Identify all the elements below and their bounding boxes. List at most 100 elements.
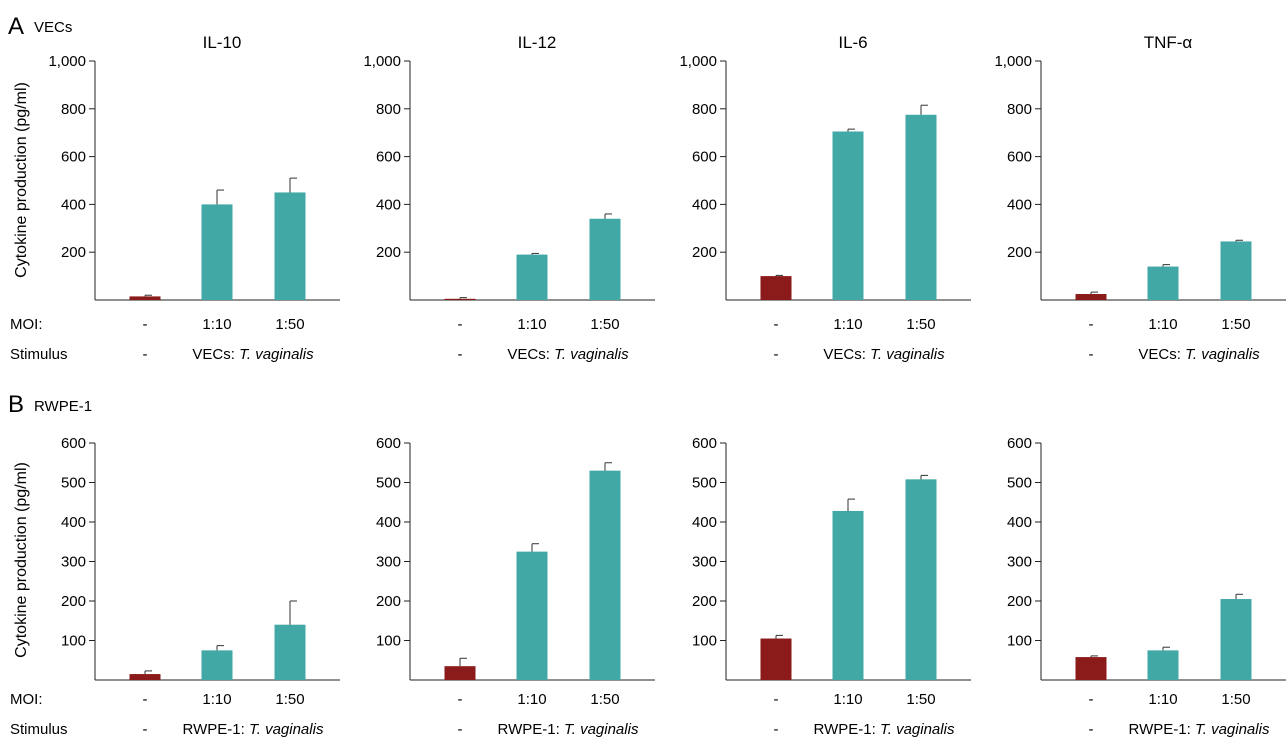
bar	[274, 192, 306, 300]
moi-label: 1:50	[1221, 316, 1250, 333]
chart-panel-7: 100 200 300 400 500 600 - 1:10 1:50 - RWPE-1: T. v…	[1007, 435, 1286, 738]
panel-letter-b: B	[8, 391, 24, 418]
y-tick-label: 400	[692, 196, 717, 213]
moi-label: 1:10	[1148, 316, 1177, 333]
bar	[905, 114, 937, 301]
stimulus-label-none: -	[143, 721, 148, 738]
stimulus-label: RWPE-1: T. vaginalis	[498, 721, 639, 738]
y-tick-label: 1,000	[994, 53, 1032, 70]
stimulus-cell-type: VECs:	[507, 346, 554, 363]
y-tick-label: 200	[692, 593, 717, 610]
y-axis-label-a: Cytokine production (pg/ml)	[13, 82, 30, 278]
y-tick-label: 1,000	[679, 53, 717, 70]
moi-label: 1:10	[202, 691, 231, 708]
y-tick-label: 300	[61, 554, 86, 571]
stimulus-organism: T. vaginalis	[1185, 346, 1260, 363]
stimulus-label: VECs: T. vaginalis	[192, 346, 314, 363]
y-tick-label: 600	[692, 149, 717, 166]
stimulus-cell-type: VECs:	[1138, 346, 1185, 363]
y-tick-label: 600	[61, 149, 86, 166]
y-tick-label: 400	[1007, 196, 1032, 213]
moi-label: 1:50	[275, 691, 304, 708]
stimulus-label-none: -	[1089, 721, 1094, 738]
y-tick-label: 100	[1007, 633, 1032, 650]
y-tick-label: 600	[376, 435, 401, 452]
bar	[905, 479, 937, 680]
stimulus-organism: T. vaginalis	[870, 346, 945, 363]
bar	[1147, 266, 1179, 300]
moi-row-label-b: MOI:	[10, 691, 43, 708]
moi-label: -	[1089, 691, 1094, 708]
stimulus-cell-type: RWPE-1:	[183, 721, 249, 738]
bar	[1075, 294, 1107, 300]
bar	[444, 666, 476, 680]
y-tick-label: 200	[61, 593, 86, 610]
moi-label: -	[774, 316, 779, 333]
moi-label: 1:50	[1221, 691, 1250, 708]
stimulus-cell-type: VECs:	[192, 346, 239, 363]
section-label-b: RWPE-1	[34, 398, 92, 415]
bar	[201, 204, 233, 300]
moi-label: 1:10	[1148, 691, 1177, 708]
y-tick-label: 800	[692, 101, 717, 118]
y-tick-label: 600	[1007, 435, 1032, 452]
bar	[1220, 241, 1252, 300]
y-tick-label: 400	[692, 514, 717, 531]
bar	[129, 674, 161, 680]
y-tick-label: 500	[61, 475, 86, 492]
stimulus-cell-type: VECs:	[823, 346, 870, 363]
chart-panel-4: 100 200 300 400 500 600 - 1:10 1:50 - RWPE-1: T. v…	[61, 435, 340, 738]
bar	[1147, 650, 1179, 680]
moi-label: -	[458, 316, 463, 333]
y-tick-label: 400	[1007, 514, 1032, 531]
stimulus-organism: T. vaginalis	[880, 721, 955, 738]
y-tick-label: 400	[61, 196, 86, 213]
moi-label: -	[1089, 316, 1094, 333]
bar	[1075, 657, 1107, 680]
y-tick-label: 200	[61, 244, 86, 261]
chart-title: IL-6	[838, 33, 867, 52]
moi-label: 1:10	[517, 316, 546, 333]
y-tick-label: 300	[376, 554, 401, 571]
chart-il-10-0: IL-10 200 400 600 800 1,000 - 1:10 1:50 - VECs: T.…	[48, 33, 340, 363]
section-label-a: VECs	[34, 19, 72, 36]
stimulus-label-none: -	[774, 721, 779, 738]
y-tick-label: 200	[692, 244, 717, 261]
y-tick-label: 400	[61, 514, 86, 531]
stimulus-organism: T. vaginalis	[1195, 721, 1270, 738]
bar	[760, 276, 792, 300]
stimulus-organism: T. vaginalis	[249, 721, 324, 738]
moi-label: -	[458, 691, 463, 708]
stimulus-label-none: -	[458, 346, 463, 363]
stimulus-label-none: -	[143, 346, 148, 363]
bar	[832, 510, 864, 680]
chart-title: IL-10	[203, 33, 242, 52]
stimulus-label: RWPE-1: T. vaginalis	[814, 721, 955, 738]
stimulus-label: VECs: T. vaginalis	[823, 346, 945, 363]
stimulus-row-label-a: Stimulus	[10, 346, 68, 363]
moi-label: 1:50	[906, 691, 935, 708]
moi-label: 1:10	[517, 691, 546, 708]
y-tick-label: 200	[376, 593, 401, 610]
bar	[274, 624, 306, 680]
y-tick-label: 800	[376, 101, 401, 118]
moi-label: 1:10	[202, 316, 231, 333]
y-tick-label: 500	[1007, 475, 1032, 492]
y-tick-label: 600	[1007, 149, 1032, 166]
moi-label: -	[774, 691, 779, 708]
stimulus-label: VECs: T. vaginalis	[507, 346, 629, 363]
stimulus-row-label-b: Stimulus	[10, 721, 68, 738]
y-tick-label: 200	[1007, 244, 1032, 261]
chart-il-12-1: IL-12 200 400 600 800 1,000 - 1:10 1:50 - VECs: T.…	[363, 33, 655, 363]
stimulus-label: RWPE-1: T. vaginalis	[1129, 721, 1270, 738]
stimulus-cell-type: RWPE-1:	[498, 721, 564, 738]
chart-title: TNF-α	[1144, 33, 1193, 52]
moi-label: 1:50	[590, 316, 619, 333]
bar	[589, 218, 621, 300]
plots-container: IL-10 200 400 600 800 1,000 - 1:10 1:50 - VECs: T.…	[48, 33, 1286, 738]
chart-il-6-2: IL-6 200 400 600 800 1,000 - 1:10 1:50 - VECs: T. …	[679, 33, 971, 363]
moi-label: 1:10	[833, 316, 862, 333]
stimulus-organism: T. vaginalis	[239, 346, 314, 363]
y-tick-label: 800	[61, 101, 86, 118]
y-tick-label: 1,000	[48, 53, 86, 70]
